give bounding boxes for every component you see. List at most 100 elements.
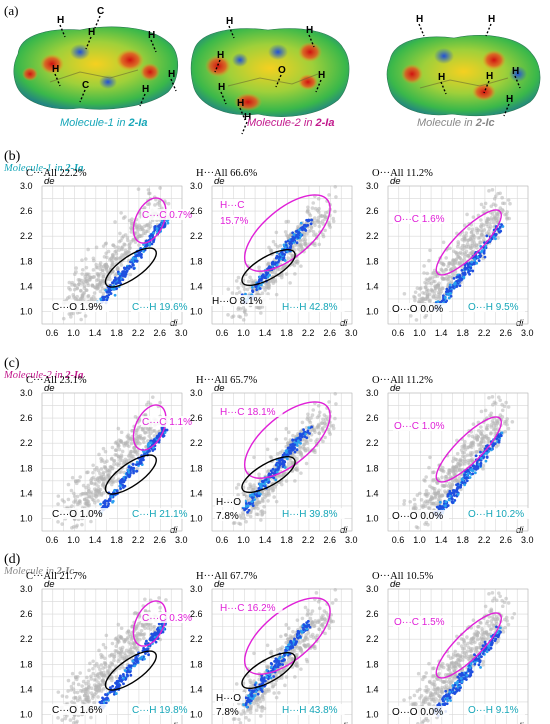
fingerprint-point (334, 402, 338, 406)
fingerprint-point (104, 499, 108, 503)
fingerprint-point (443, 296, 447, 300)
fingerprint-point (76, 682, 81, 687)
x-tick-label: 2.6 (499, 328, 512, 338)
fingerprint-point (305, 439, 309, 443)
fingerprint-point (87, 682, 91, 687)
fingerprint-point (295, 259, 300, 264)
fingerprint-all-points (402, 188, 512, 322)
fingerprint-point (467, 265, 470, 269)
x-tick-label: 2.2 (132, 328, 145, 338)
fingerprint-point (134, 656, 138, 660)
fingerprint-point (269, 266, 273, 270)
fingerprint-point (117, 447, 122, 452)
fingerprint-point (248, 514, 253, 519)
fingerprint-point (480, 250, 483, 254)
fingerprint-point (304, 243, 308, 248)
fingerprint-point (313, 206, 318, 211)
fingerprint-point (125, 637, 129, 641)
fingerprint-point (317, 431, 322, 436)
fingerprint-point (128, 453, 132, 457)
molecule-2-surface-image (190, 28, 350, 117)
fingerprint-point (69, 488, 74, 493)
fingerprint-point (402, 292, 407, 296)
fingerprint-highlight-points (96, 218, 170, 305)
fingerprint-point (500, 207, 505, 212)
fingerprint-point (274, 292, 279, 297)
fingerprint-point (259, 271, 263, 276)
fingerprint-point (464, 249, 469, 254)
fingerprint-point (122, 242, 126, 246)
fingerprint-point (80, 684, 84, 688)
x-tick-label: 2.2 (478, 328, 491, 338)
fingerprint-point (119, 487, 122, 490)
fingerprint-point (492, 424, 496, 429)
fingerprint-point (290, 448, 294, 452)
fingerprint-row: (c)Molecule-2 in 2-IaC···All 23.1%dedi1.… (3, 356, 534, 545)
fingerprint-point (126, 238, 130, 243)
fingerprint-point (443, 489, 447, 494)
fingerprint-point (117, 257, 121, 261)
fingerprint-point (451, 285, 455, 289)
fingerprint-point (132, 263, 135, 267)
fingerprint-point (144, 642, 147, 646)
fingerprint-point (126, 468, 130, 472)
fingerprint-point (311, 229, 316, 234)
fingerprint-point (118, 676, 122, 679)
fingerprint-point (105, 468, 110, 473)
x-tick-label: 0.6 (216, 535, 229, 545)
fingerprint-point (461, 454, 465, 459)
fingerprint-point (462, 275, 466, 279)
fingerprint-point (108, 686, 112, 690)
fingerprint-point (446, 278, 450, 282)
plot-header: C···All 21.7% (26, 571, 87, 582)
fingerprint-point (474, 243, 479, 248)
y-axis-label: de (214, 383, 225, 394)
fingerprint-point (470, 457, 474, 461)
fingerprint-point (285, 457, 289, 461)
fingerprint-point (248, 502, 252, 506)
fingerprint-point (446, 275, 451, 279)
fingerprint-point (479, 461, 483, 465)
fingerprint-point (278, 646, 283, 651)
fingerprint-point (266, 292, 270, 296)
fingerprint-point (72, 696, 76, 700)
fingerprint-point (127, 250, 131, 255)
fingerprint-point (238, 315, 243, 319)
contact-label: C···C 0.3% (142, 613, 192, 624)
fingerprint-point (147, 434, 152, 438)
fingerprint-point (92, 500, 97, 505)
fingerprint-point (155, 227, 159, 231)
fingerprint-point (315, 415, 320, 420)
atom-label: H (486, 71, 493, 82)
fingerprint-point (452, 493, 456, 497)
fingerprint-point (119, 626, 124, 631)
fingerprint-point (422, 264, 426, 268)
fingerprint-point (113, 245, 117, 249)
fingerprint-point (263, 288, 267, 292)
fingerprint-point (66, 482, 71, 487)
x-tick-label: 3.0 (521, 328, 534, 338)
fingerprint-point (278, 450, 283, 455)
fingerprint-point (236, 306, 241, 310)
fingerprint-point (284, 272, 289, 276)
x-tick-label: 1.0 (237, 328, 250, 338)
x-tick-label: 3.0 (345, 328, 358, 338)
fingerprint-point (74, 525, 79, 529)
fingerprint-point (123, 233, 128, 237)
fingerprint-point (136, 187, 141, 191)
fingerprint-point (141, 231, 146, 236)
fingerprint-point (143, 597, 147, 602)
fingerprint-point (463, 439, 467, 444)
fingerprint-point (148, 191, 152, 196)
fingerprint-point (435, 505, 439, 509)
fingerprint-point (70, 280, 75, 285)
fingerprint-point (89, 491, 93, 496)
fingerprint-point (479, 254, 483, 258)
fingerprint-point (99, 502, 102, 506)
fingerprint-point (450, 497, 454, 501)
fingerprint-point (477, 259, 481, 263)
fingerprint-point (115, 679, 119, 683)
fingerprint-point (91, 666, 95, 671)
fingerprint-point (459, 246, 463, 250)
